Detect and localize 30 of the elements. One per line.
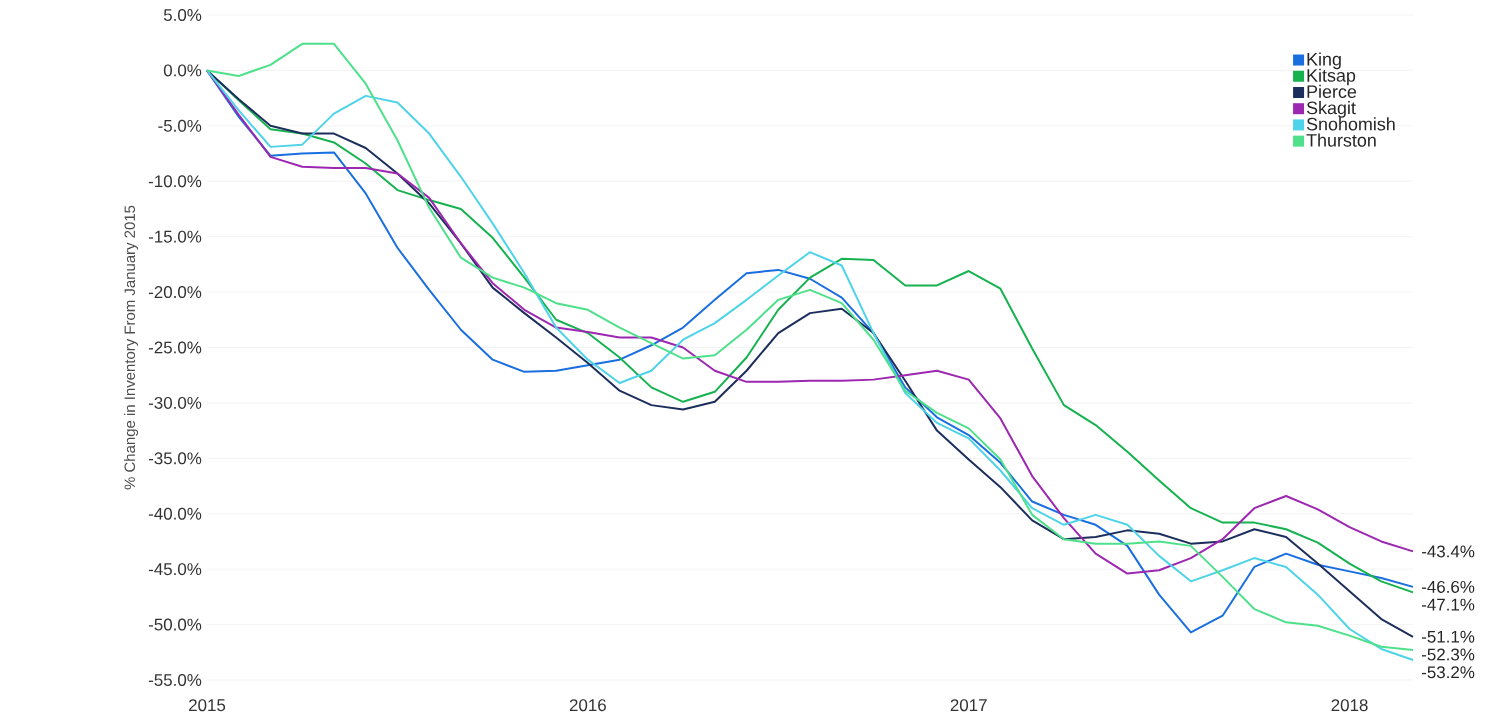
x-tick-label: 2015: [189, 699, 226, 712]
y-tick-label: -40.0%: [148, 507, 202, 520]
y-tick-label: -35.0%: [148, 452, 202, 465]
annotation: -51.1%: [1421, 630, 1475, 643]
annotation: -53.2%: [1421, 666, 1475, 679]
y-tick-label: -55.0%: [148, 673, 202, 686]
y-tick-label: -5.0%: [158, 119, 202, 132]
y-tick-label: 5.0%: [163, 8, 202, 21]
legend-label: King: [1307, 52, 1341, 70]
y-tick-label: -50.0%: [148, 618, 202, 631]
y-tick-label: -20.0%: [148, 286, 202, 299]
annotation: -46.6%: [1421, 580, 1475, 593]
y-tick-label: -10.0%: [148, 175, 202, 188]
x-tick-label: 2016: [569, 699, 606, 712]
legend-label: Skagit: [1306, 101, 1356, 118]
annotation: -52.3%: [1421, 648, 1475, 661]
y-tick-label: -25.0%: [148, 341, 202, 354]
y-tick-label: -30.0%: [148, 396, 202, 409]
legend-label: Thurston: [1306, 133, 1376, 147]
x-tick-label: 2017: [950, 699, 987, 712]
legend-label: Snohomish: [1306, 117, 1395, 131]
y-tick-label: -15.0%: [148, 230, 202, 243]
legend-label: Kitsap: [1307, 68, 1356, 86]
y-tick-label: 0.0%: [163, 64, 202, 77]
legend-label: Pierce: [1307, 84, 1357, 99]
y-tick-label: -45.0%: [148, 563, 202, 576]
annotation: -47.1%: [1421, 598, 1475, 611]
x-tick-label: 2018: [1331, 699, 1368, 712]
annotation: -43.4%: [1421, 545, 1475, 558]
y-axis-title: % Change in Inventory From January 2015: [124, 205, 139, 490]
